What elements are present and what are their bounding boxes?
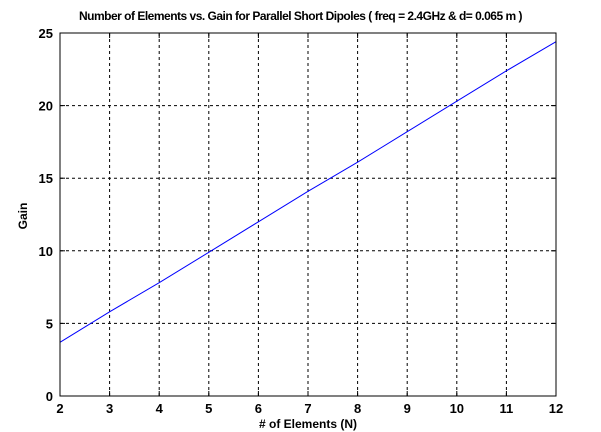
y-tick-label: 20 bbox=[39, 99, 53, 114]
chart-title: Number of Elements vs. Gain for Parallel… bbox=[79, 9, 522, 23]
series-group bbox=[59, 41, 557, 343]
x-tick-label: 12 bbox=[549, 401, 563, 416]
y-tick-label: 0 bbox=[46, 389, 53, 404]
tick-marks bbox=[59, 32, 557, 397]
x-tick-label: 9 bbox=[404, 401, 411, 416]
y-tick-label: 10 bbox=[39, 244, 53, 259]
y-tick-label: 25 bbox=[39, 26, 53, 41]
x-tick-label: 7 bbox=[304, 401, 311, 416]
x-axis-label: # of Elements (N) bbox=[259, 417, 357, 431]
x-tick-label: 2 bbox=[56, 401, 63, 416]
y-tick-label: 15 bbox=[39, 171, 53, 186]
y-tick-labels: 0 5 10 15 20 25 bbox=[39, 26, 53, 404]
x-tick-label: 3 bbox=[106, 401, 113, 416]
x-tick-label: 5 bbox=[205, 401, 212, 416]
gain-series-line bbox=[59, 41, 557, 343]
x-tick-labels: 2 3 4 5 6 7 8 9 10 11 12 bbox=[56, 401, 563, 416]
y-tick-label: 5 bbox=[46, 316, 53, 331]
x-tick-label: 6 bbox=[255, 401, 262, 416]
x-tick-label: 11 bbox=[500, 401, 514, 416]
x-tick-label: 10 bbox=[450, 401, 464, 416]
grid-lines bbox=[60, 33, 556, 396]
x-tick-label: 4 bbox=[156, 401, 164, 416]
y-axis-label: Gain bbox=[16, 203, 30, 230]
x-tick-label: 8 bbox=[354, 401, 361, 416]
